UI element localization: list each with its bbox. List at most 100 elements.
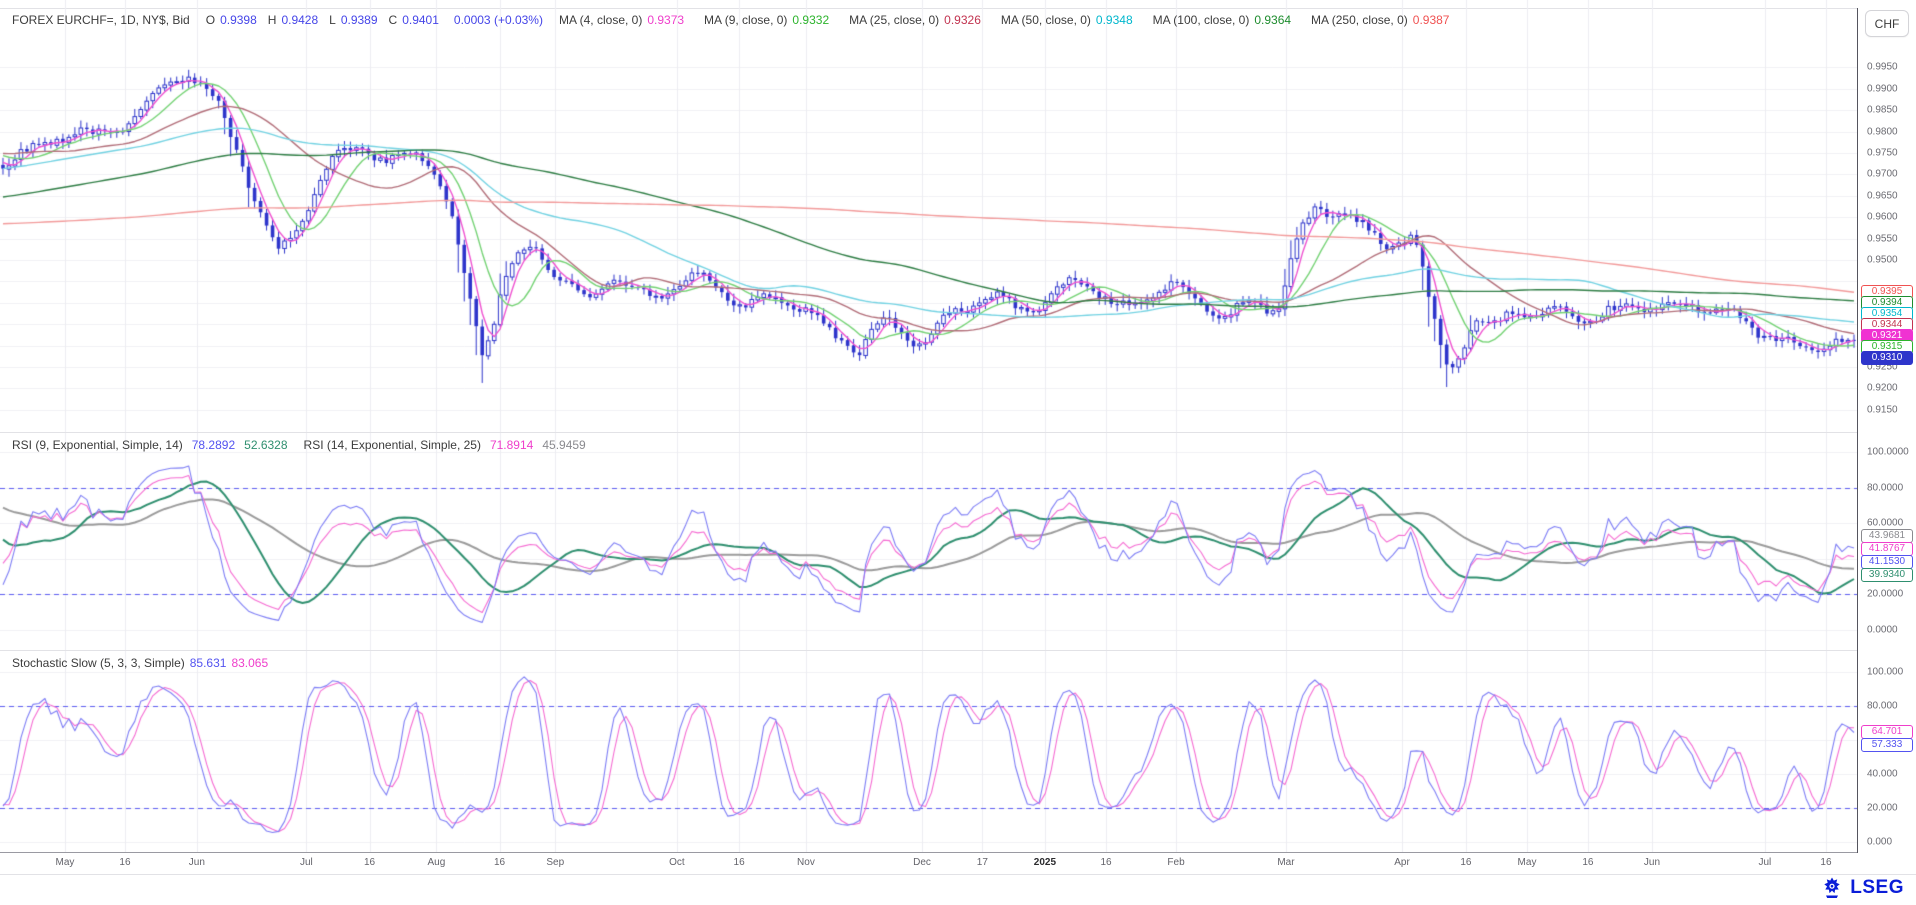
axis-tick-label: 0.000: [1867, 836, 1893, 848]
axis-tick-label: 0.9250: [1867, 361, 1898, 373]
axis-tick-label: 0.0000: [1867, 624, 1898, 636]
rsi-legend[interactable]: RSI (9, Exponential, Simple, 14) 78.2892 5…: [12, 438, 586, 452]
quote-field-label: L: [329, 13, 336, 27]
axis-value-badge: 0.9310: [1861, 351, 1913, 366]
axis-tick-label: 20.0000: [1867, 588, 1904, 600]
axis-tick-label: 60.0000: [1867, 517, 1904, 529]
axis-tick-label: 0.9650: [1867, 190, 1898, 202]
axis-tick-label: 0.9500: [1867, 254, 1898, 266]
time-axis-label: Mar: [1277, 857, 1295, 868]
axis-tick-label: 0.9950: [1867, 61, 1898, 73]
time-axis[interactable]: May 16 Jun Jul 16 Aug 16 Sep Oct 16 Nov Dec 17 2025 16…: [0, 853, 1857, 874]
stochastic-legend-label: Stochastic Slow (5, 3, 3, Simple): [12, 656, 185, 670]
rsi-legend-label: RSI (9, Exponential, Simple, 14): [12, 438, 183, 452]
rsi-legend-value: 52.6328: [244, 438, 288, 452]
axis-tick-label: 0.9550: [1867, 233, 1898, 245]
time-axis-label: 16: [1820, 857, 1832, 868]
ma-legend-group[interactable]: MA (4, close, 0) 0.9373 MA (9, close, 0) 0.…: [559, 13, 1450, 27]
axis-value-badge: 41.1530: [1861, 555, 1913, 570]
time-axis-label: May: [55, 857, 75, 868]
ma-legend-value: 0.9348: [1095, 13, 1133, 27]
axis-tick-label: 20.000: [1867, 802, 1898, 814]
axis-tick-label: 0.9800: [1867, 126, 1898, 138]
ma-legend-value: 0.9332: [792, 13, 830, 27]
rsi-legend-value: 45.9459: [542, 438, 586, 452]
axis-value-badge: 43.9681: [1861, 529, 1913, 544]
quote-field-value: 0.9389: [340, 13, 378, 27]
time-axis-label: 16: [493, 857, 506, 868]
ma-legend-label: MA (25, close, 0): [849, 13, 940, 27]
quote-field-label: H: [267, 13, 277, 27]
time-axis-label: 16: [363, 857, 376, 868]
ma-legend-value: 0.9387: [1412, 13, 1450, 27]
axis-tick-label: 80.0000: [1867, 482, 1904, 494]
quote-field-value: 0.9398: [220, 13, 257, 27]
chf-axis-button[interactable]: CHF: [1865, 10, 1909, 37]
time-axis-label: May: [1517, 857, 1537, 868]
stochastic-panel-canvas[interactable]: [0, 650, 1857, 852]
axis-tick-label: 0.9150: [1867, 404, 1898, 416]
axis-value-badge: 39.9340: [1861, 568, 1913, 583]
time-axis-label: 2025: [1033, 857, 1057, 868]
time-axis-label: Nov: [797, 857, 815, 868]
ohlc-quote: O 0.9398 H 0.9428 L 0.9389 C 0.9401 0.0003 (+0.0…: [206, 13, 543, 27]
ma-legend-value: 0.9326: [944, 13, 981, 27]
ma-legend-item[interactable]: MA (9, close, 0) 0.9332: [704, 13, 829, 27]
stochastic-legend-value: 83.065: [231, 656, 269, 670]
time-axis-label: 16: [1460, 857, 1472, 868]
ma-legend-label: MA (50, close, 0): [1000, 13, 1091, 27]
axis-tick-label: 0.9700: [1867, 168, 1898, 180]
time-axis-line: [0, 852, 1916, 853]
time-axis-label: Sep: [546, 857, 565, 868]
time-axis-label: 16: [1100, 857, 1112, 868]
price-legend[interactable]: FOREX EURCHF=, 1D, NY$, Bid O 0.9398 H 0.94…: [12, 13, 1449, 27]
ma-legend-item[interactable]: MA (100, close, 0) 0.9364: [1153, 13, 1291, 27]
price-chart-canvas[interactable]: [0, 0, 1857, 432]
pane-divider-1: [0, 432, 1916, 433]
ma-legend-label: MA (100, close, 0): [1152, 13, 1250, 27]
quote-field-value: 0.9401: [402, 13, 439, 27]
time-axis-label: Oct: [669, 857, 685, 868]
time-axis-label: 17: [976, 857, 988, 868]
bottom-border: [0, 874, 1916, 875]
time-axis-label: Feb: [1167, 857, 1185, 868]
time-axis-label: 16: [733, 857, 745, 868]
time-axis-label: Apr: [1394, 857, 1410, 868]
time-axis-label: Dec: [913, 857, 931, 868]
ma-legend-value: 0.9364: [1254, 13, 1292, 27]
ma-legend-label: MA (9, close, 0): [704, 13, 788, 27]
price-axis-column[interactable]: 0.9950 0.9900 0.9850 0.9800 0.9750 0.9700 0.96…: [1857, 8, 1916, 853]
rsi-panel-canvas[interactable]: [0, 432, 1857, 650]
time-axis-label: Jun: [1643, 857, 1661, 868]
ma-legend-item[interactable]: MA (250, close, 0) 0.9387: [1311, 13, 1449, 27]
time-axis-label: 16: [1582, 857, 1594, 868]
rsi-legend-label: RSI (14, Exponential, Simple, 25): [303, 438, 481, 452]
ma-legend-item[interactable]: MA (25, close, 0) 0.9326: [849, 13, 981, 27]
rsi-legend-item[interactable]: RSI (9, Exponential, Simple, 14) 78.2892 5…: [12, 438, 288, 452]
rsi-legend-item[interactable]: RSI (14, Exponential, Simple, 25) 71.8914…: [304, 438, 586, 452]
axis-tick-label: 0.9900: [1867, 83, 1898, 95]
quote-field-value: 0.9428: [281, 13, 319, 27]
axis-tick-label: 100.000: [1867, 666, 1904, 678]
axis-tick-label: 100.0000: [1867, 446, 1909, 458]
axis-value-badge: 64.701: [1861, 724, 1913, 739]
stochastic-legend[interactable]: Stochastic Slow (5, 3, 3, Simple) 85.631…: [12, 656, 268, 670]
instrument-title: FOREX EURCHF=, 1D, NY$, Bid: [12, 13, 190, 27]
pane-divider-2: [0, 650, 1916, 651]
ma-legend-item[interactable]: MA (4, close, 0) 0.9373: [559, 13, 684, 27]
ma-legend-value: 0.9373: [647, 13, 685, 27]
axis-tick-label: 0.9850: [1867, 104, 1898, 116]
axis-tick-label: 40.000: [1867, 768, 1898, 780]
time-axis-label: Jun: [188, 857, 205, 868]
time-axis-label: Aug: [427, 857, 446, 868]
ma-legend-label: MA (250, close, 0): [1311, 13, 1408, 27]
time-axis-label: Jul: [299, 857, 313, 868]
ma-legend-item[interactable]: MA (50, close, 0) 0.9348: [1001, 13, 1133, 27]
rsi-legend-value: 71.8914: [489, 438, 534, 452]
axis-tick-label: 0.9600: [1867, 211, 1898, 223]
time-axis-label: 16: [119, 857, 131, 868]
quote-field-label: C: [388, 13, 398, 27]
axis-value-badge: 57.333: [1861, 737, 1913, 752]
axis-tick-label: 0.9200: [1867, 382, 1898, 394]
